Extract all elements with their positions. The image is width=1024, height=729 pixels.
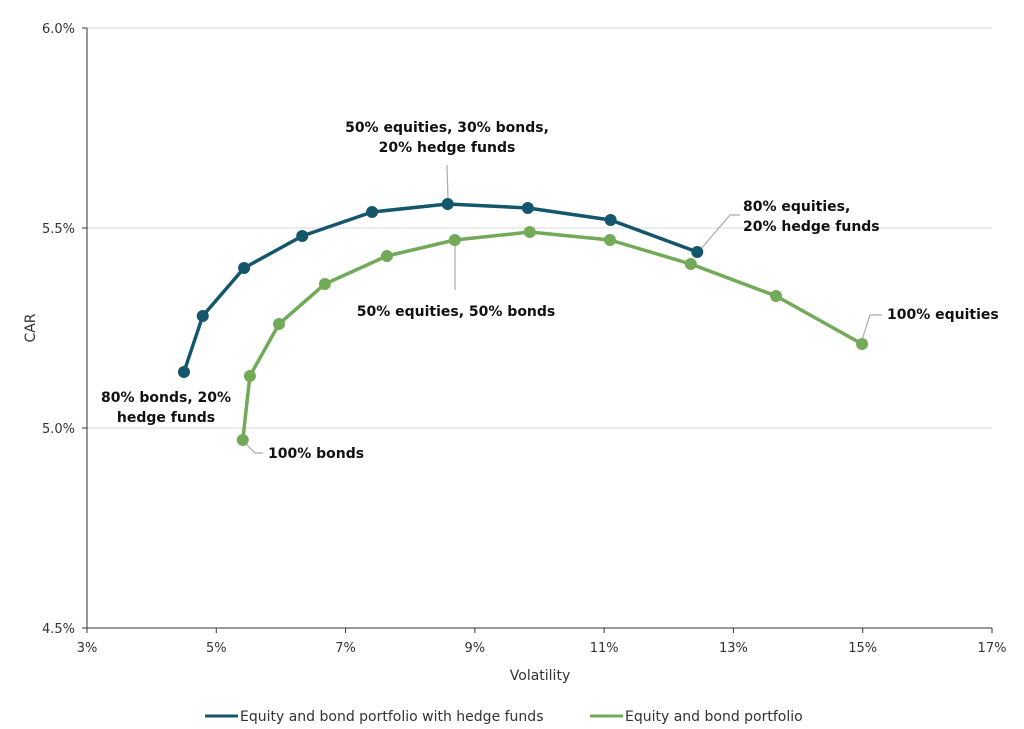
data-point bbox=[770, 290, 783, 302]
x-tick-label: 9% bbox=[465, 641, 486, 656]
data-point bbox=[441, 198, 454, 210]
y-tick-label: 5.5% bbox=[42, 222, 75, 237]
x-tick-label: 5% bbox=[206, 641, 227, 656]
annotation-label: 50% equities, 30% bonds, bbox=[345, 120, 549, 136]
data-point bbox=[318, 278, 331, 290]
legend: Equity and bond portfolio with hedge fun… bbox=[205, 709, 803, 725]
y-tick-label: 6.0% bbox=[42, 22, 75, 37]
x-tick-label: 17% bbox=[978, 641, 1007, 656]
annotation-leader bbox=[244, 442, 263, 454]
data-point bbox=[196, 310, 209, 322]
legend-label-hedge: Equity and bond portfolio with hedge fun… bbox=[240, 709, 544, 725]
data-point bbox=[603, 234, 616, 246]
data-point bbox=[177, 366, 190, 378]
data-point bbox=[243, 370, 256, 382]
data-point bbox=[691, 246, 704, 258]
annotation-leader bbox=[446, 164, 449, 200]
x-tick-label: 3% bbox=[77, 641, 98, 656]
data-point bbox=[366, 206, 379, 218]
data-point bbox=[272, 318, 285, 330]
annotation-label: hedge funds bbox=[117, 410, 215, 426]
annotation-leader bbox=[699, 214, 740, 251]
annotation-label: 100% equities bbox=[887, 307, 999, 323]
annotation-label: 20% hedge funds bbox=[379, 140, 516, 156]
y-tick-label: 4.5% bbox=[42, 622, 75, 637]
series-line-0 bbox=[182, 202, 698, 373]
x-tick-label: 13% bbox=[719, 641, 748, 656]
data-point bbox=[236, 434, 249, 446]
x-tick-label: 11% bbox=[590, 641, 619, 656]
annotation-label: 50% equities, 50% bonds bbox=[357, 304, 556, 320]
series-line-1 bbox=[241, 230, 863, 441]
legend-label-plain: Equity and bond portfolio bbox=[625, 709, 803, 725]
x-axis-label: Volatility bbox=[510, 668, 570, 684]
annotation-label: 80% equities, bbox=[743, 199, 850, 215]
annotation-label: 80% bonds, 20% bbox=[101, 390, 231, 406]
y-tick-label: 5.0% bbox=[42, 422, 75, 437]
data-point bbox=[380, 250, 393, 262]
y-axis-label: CAR bbox=[23, 313, 39, 342]
data-point bbox=[523, 226, 536, 238]
data-point bbox=[521, 202, 534, 214]
data-point bbox=[296, 230, 309, 242]
x-tick-label: 7% bbox=[335, 641, 356, 656]
annotation-label: 20% hedge funds bbox=[743, 219, 880, 235]
data-point bbox=[604, 214, 617, 226]
x-tick-label: 15% bbox=[848, 641, 877, 656]
annotation-label: 100% bonds bbox=[268, 446, 364, 462]
data-point bbox=[856, 338, 869, 350]
data-point bbox=[448, 234, 461, 246]
data-point bbox=[238, 262, 251, 274]
annotation-leader bbox=[861, 314, 882, 341]
data-point bbox=[684, 258, 697, 270]
